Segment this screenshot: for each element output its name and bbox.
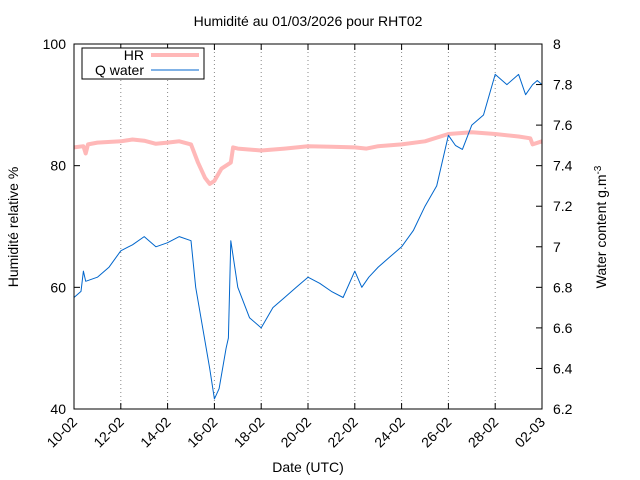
y2-tick-label: 6.8 (553, 279, 573, 295)
x-tick-label: 28-02 (465, 414, 502, 451)
legend-box (81, 47, 205, 80)
x-tick-label: 12-02 (90, 414, 127, 451)
x-tick-label: 20-02 (277, 414, 314, 451)
series-line-hr (73, 130, 543, 186)
legend-label-q-water: Q water (95, 62, 144, 78)
y2-tick-label: 7.6 (553, 117, 573, 133)
y2-axis-label-main: Water content g.m (593, 175, 609, 289)
chart-title: Humidité au 01/03/2026 pour RHT02 (194, 13, 423, 29)
y2-tick-label: 7.4 (553, 158, 573, 174)
vertical-grid-lines (120, 44, 496, 409)
y-tick-label: 80 (50, 158, 66, 174)
y2-axis-label: Water content g.m-3 (593, 165, 609, 288)
x-tick-label: 16-02 (184, 414, 221, 451)
x-tick-label: 26-02 (418, 414, 455, 451)
x-tick-label: 14-02 (137, 414, 174, 451)
series-layer (73, 73, 543, 400)
y2-tick-label: 6.4 (553, 360, 573, 376)
y-tick-label: 40 (50, 401, 66, 417)
x-tick-label: 24-02 (371, 414, 408, 451)
y-axis-label: Humidité relative % (5, 167, 21, 288)
x-tick-label: 18-02 (231, 414, 268, 451)
y2-tick-label: 6.6 (553, 320, 573, 336)
x-axis-label: Date (UTC) (272, 459, 344, 475)
y2-tick-label: 7.2 (553, 198, 573, 214)
x-tick-label: 10-02 (43, 414, 80, 451)
x-tick-label: 22-02 (324, 414, 361, 451)
y2-tick-label: 8 (553, 36, 561, 52)
plot-frame (73, 43, 543, 410)
y2-axis-label-sup: -3 (593, 165, 604, 174)
x-tick-label: 02-03 (511, 414, 548, 451)
legend-label-hr: HR (124, 47, 144, 63)
y2-tick-label: 7.8 (553, 77, 573, 93)
y-tick-label: 60 (50, 279, 66, 295)
y2-tick-label: 6.2 (553, 401, 573, 417)
y2-tick-label: 7 (553, 239, 561, 255)
y-tick-label: 100 (43, 36, 67, 52)
series-line-q-water (73, 73, 543, 400)
legend: HR Q water (81, 47, 205, 80)
